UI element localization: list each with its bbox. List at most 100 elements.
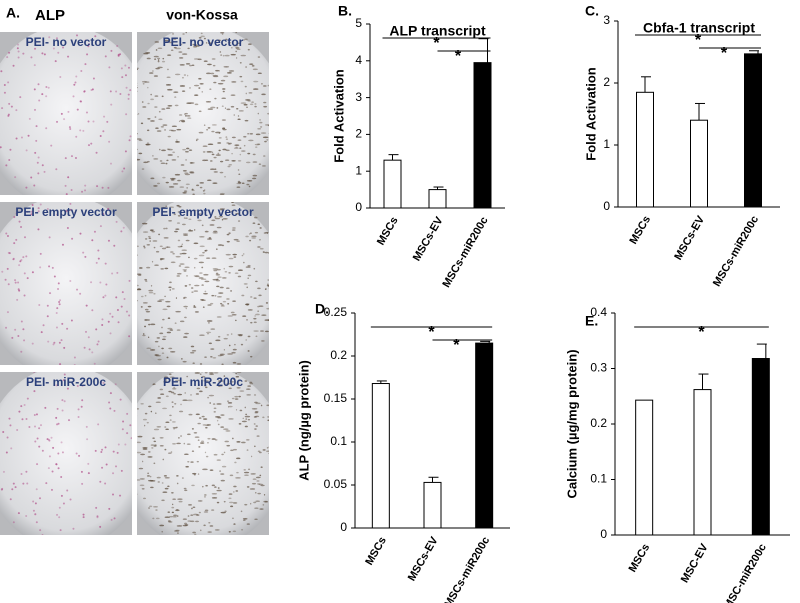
- speckle: [153, 428, 160, 431]
- speckle: [198, 277, 204, 279]
- speckle: [164, 476, 170, 479]
- speckle: [204, 494, 207, 496]
- speckle: [180, 164, 185, 166]
- speckle: [127, 97, 130, 100]
- speckle: [182, 233, 188, 235]
- speckle: [13, 215, 16, 218]
- speckle: [183, 190, 188, 192]
- well: [137, 202, 269, 365]
- speckle: [149, 72, 154, 74]
- speckle: [172, 498, 176, 501]
- speckle: [144, 325, 147, 328]
- speckle: [55, 168, 58, 171]
- speckle: [95, 328, 98, 331]
- speckle: [104, 482, 107, 485]
- speckle: [219, 193, 225, 195]
- speckle: [169, 376, 175, 378]
- speckle: [95, 261, 98, 264]
- speckle: [113, 517, 116, 520]
- speckle: [175, 47, 181, 50]
- speckle: [214, 168, 217, 170]
- speckle: [31, 203, 34, 206]
- speckle: [201, 375, 206, 378]
- speckle: [199, 186, 203, 189]
- speckle: [97, 423, 100, 426]
- speckle: [171, 421, 176, 423]
- speckle: [58, 516, 61, 519]
- speckle: [191, 366, 194, 368]
- speckle: [163, 227, 166, 230]
- speckle: [159, 258, 163, 260]
- speckle: [188, 256, 190, 259]
- speckle: [197, 27, 201, 29]
- speckle: [237, 159, 242, 162]
- speckle: [170, 251, 174, 253]
- speckle: [138, 152, 143, 155]
- speckle: [184, 113, 186, 115]
- speckle: [220, 426, 225, 428]
- speckle: [209, 402, 211, 404]
- significance-mark: *: [433, 35, 440, 52]
- speckle: [104, 55, 107, 58]
- speckle: [175, 379, 181, 382]
- speckle: [227, 353, 233, 355]
- speckle: [192, 531, 196, 534]
- speckle: [177, 366, 179, 368]
- speckle: [246, 486, 250, 488]
- speckle: [231, 160, 236, 162]
- speckle: [165, 205, 168, 208]
- speckle: [141, 80, 147, 83]
- speckle: [76, 108, 79, 111]
- speckle: [61, 451, 64, 454]
- speckle: [67, 55, 70, 58]
- speckle: [4, 278, 7, 281]
- speckle: [187, 433, 191, 436]
- speckle: [212, 369, 215, 371]
- well-photo: PEI- empty vector: [137, 202, 269, 365]
- speckle: [139, 484, 145, 487]
- speckle: [121, 76, 124, 79]
- speckle: [65, 193, 68, 195]
- speckle: [147, 451, 151, 453]
- speckle: [142, 460, 144, 463]
- speckle: [211, 153, 215, 156]
- speckle: [69, 208, 72, 211]
- speckle: [157, 397, 161, 399]
- speckle: [164, 267, 169, 270]
- speckle: [132, 428, 137, 430]
- speckle: [192, 193, 195, 195]
- speckle: [142, 418, 147, 421]
- speckle: [120, 67, 123, 70]
- speckle: [110, 518, 113, 521]
- speckle: [134, 480, 136, 482]
- speckle: [154, 58, 157, 60]
- speckle: [14, 281, 17, 284]
- speckle: [147, 86, 149, 89]
- speckle: [0, 70, 3, 73]
- speckle: [218, 380, 224, 382]
- speckle: [216, 459, 221, 461]
- speckle: [225, 138, 229, 140]
- speckle: [228, 25, 232, 27]
- speckle: [137, 245, 139, 248]
- speckle: [191, 428, 194, 430]
- speckle: [178, 265, 182, 267]
- speckle: [162, 407, 167, 410]
- speckle: [153, 246, 156, 249]
- speckle: [33, 390, 36, 393]
- speckle: [198, 511, 201, 514]
- speckle: [255, 146, 258, 148]
- panel-label: A.: [6, 5, 20, 21]
- speckle: [187, 520, 192, 522]
- speckle: [203, 37, 206, 40]
- speckle: [55, 416, 58, 419]
- speckle: [107, 186, 110, 189]
- speckle: [86, 438, 89, 441]
- speckle: [166, 76, 171, 79]
- speckle: [18, 410, 21, 413]
- speckle: [58, 303, 61, 306]
- speckle: [190, 199, 194, 201]
- speckle: [244, 415, 251, 418]
- speckle: [75, 452, 78, 455]
- speckle: [100, 451, 103, 454]
